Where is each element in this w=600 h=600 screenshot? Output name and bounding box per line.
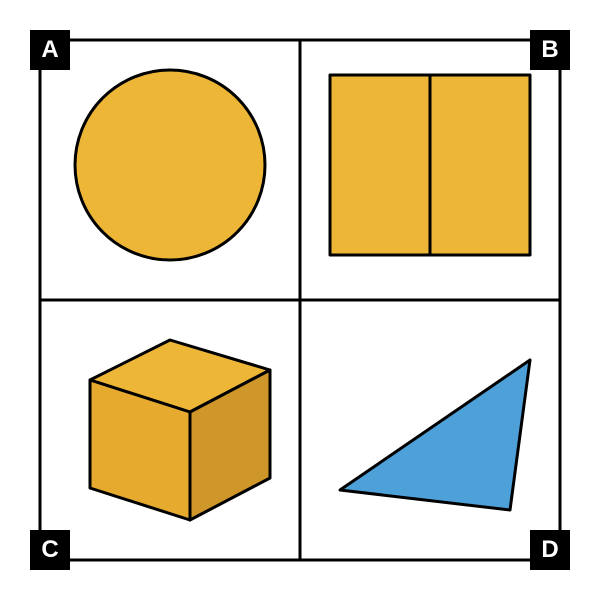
label-c: C bbox=[30, 530, 70, 570]
label-d: D bbox=[530, 530, 570, 570]
label-b: B bbox=[530, 30, 570, 70]
diagram-svg bbox=[0, 0, 600, 600]
label-a: A bbox=[30, 30, 70, 70]
shapes-diagram: A B C D bbox=[0, 0, 600, 600]
